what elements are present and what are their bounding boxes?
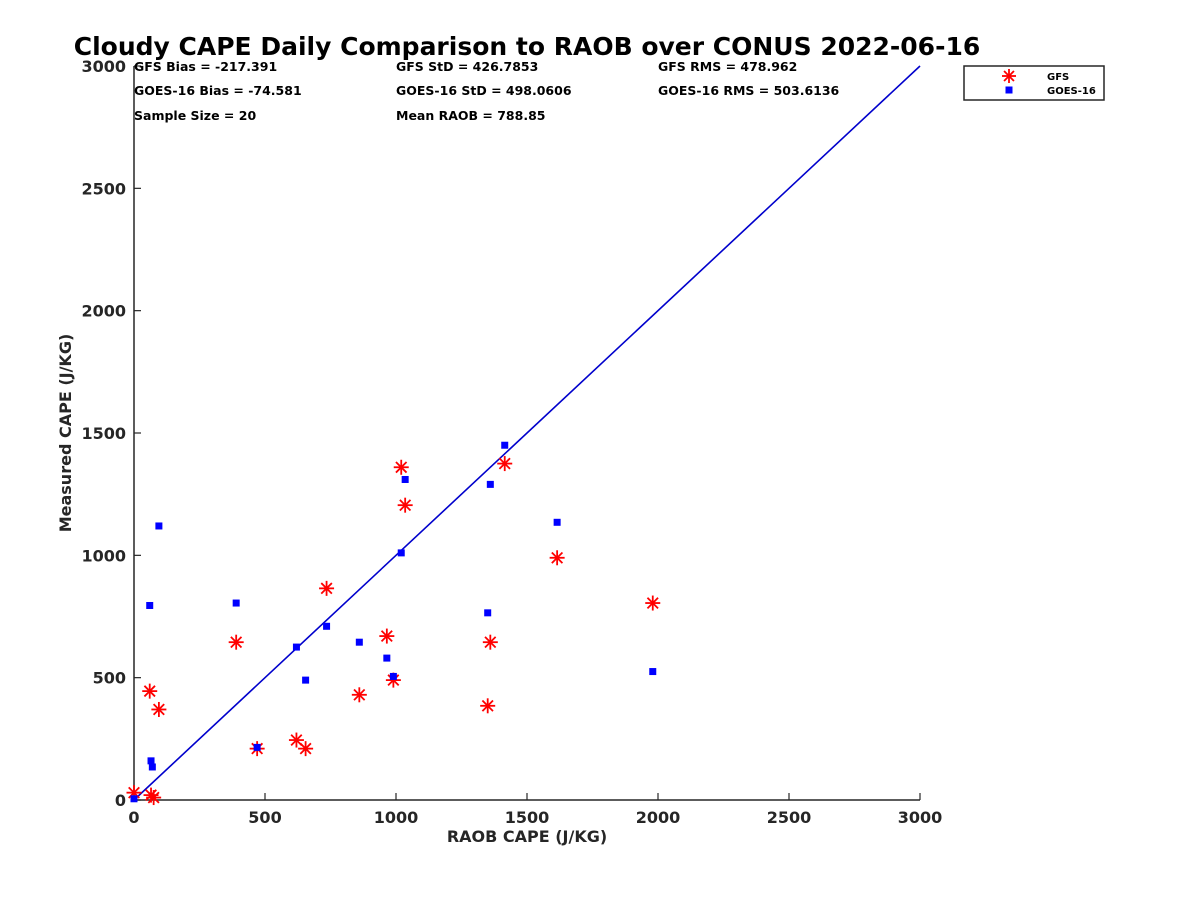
x-tick-label: 500 <box>248 808 281 827</box>
gfs-point <box>397 497 413 513</box>
stats-annotations: GFS Bias = -217.391 GFS StD = 426.7853 GFS… <box>134 59 840 123</box>
stat-text: GFS RMS = 478.962 <box>658 59 797 74</box>
stat-text: GOES-16 Bias = -74.581 <box>134 83 302 98</box>
goes16-point <box>292 643 300 651</box>
goes16-point <box>486 480 494 488</box>
gfs-point <box>142 683 158 699</box>
stat-text: GOES-16 StD = 498.0606 <box>396 83 572 98</box>
stat-text: GFS Bias = -217.391 <box>134 59 277 74</box>
goes16-point <box>302 676 310 684</box>
legend-goes16-marker <box>1005 86 1013 94</box>
gfs-point <box>379 628 395 644</box>
goes16-point <box>146 601 154 609</box>
gfs-point <box>393 459 409 475</box>
legend-box <box>963 65 1105 101</box>
y-axis-label: Measured CAPE (J/KG) <box>56 334 75 533</box>
y-tick-label: 1000 <box>81 546 126 565</box>
series-gfs <box>126 456 661 806</box>
stat-text: Mean RAOB = 788.85 <box>396 108 545 123</box>
one-to-one-line <box>133 65 921 801</box>
gfs-point <box>228 634 244 650</box>
goes16-point <box>147 757 155 765</box>
gfs-point <box>482 634 498 650</box>
goes16-point <box>355 638 363 646</box>
reference-line-group <box>133 65 921 801</box>
stat-text: Sample Size = 20 <box>134 108 256 123</box>
x-tick-label: 3000 <box>898 808 943 827</box>
x-tick-label: 0 <box>128 808 139 827</box>
stat-text: GOES-16 RMS = 503.6136 <box>658 83 840 98</box>
legend-entry-label: GFS <box>1047 72 1069 83</box>
goes16-point <box>553 518 561 526</box>
goes16-point <box>232 599 240 607</box>
goes16-point <box>130 795 138 803</box>
x-tick-label: 2500 <box>767 808 812 827</box>
x-tick-label: 1000 <box>374 808 419 827</box>
goes16-point <box>484 609 492 617</box>
gfs-point <box>351 687 367 703</box>
gfs-point <box>480 698 496 714</box>
gfs-point <box>298 741 314 757</box>
gfs-point <box>319 580 335 596</box>
y-tick-label: 500 <box>93 669 126 688</box>
goes16-point <box>389 672 397 680</box>
goes16-point <box>323 622 331 630</box>
x-axis-label: RAOB CAPE (J/KG) <box>447 827 607 846</box>
stat-text: GFS StD = 426.7853 <box>396 59 538 74</box>
y-tick-label: 2500 <box>81 179 126 198</box>
goes16-point <box>401 475 409 483</box>
gfs-point <box>645 595 661 611</box>
goes16-point <box>155 522 163 530</box>
series-goes-16 <box>130 441 657 803</box>
y-tick-label: 1500 <box>81 424 126 443</box>
gfs-point <box>288 732 304 748</box>
x-tick-label: 1500 <box>505 808 550 827</box>
axes: 0 500 1000 1500 2000 2500 3000 0 500 1000 1500 2000… <box>81 57 942 827</box>
goes16-point <box>649 668 657 676</box>
x-tick-label: 2000 <box>636 808 681 827</box>
gfs-point <box>549 550 565 566</box>
goes16-point <box>383 654 391 662</box>
gfs-point <box>497 456 513 472</box>
legend-entry-label: GOES-16 <box>1047 86 1096 97</box>
y-tick-label: 2000 <box>81 302 126 321</box>
data-points <box>126 441 661 806</box>
goes16-point <box>148 763 156 771</box>
goes16-point <box>397 549 405 557</box>
gfs-point <box>151 701 167 717</box>
goes16-point <box>501 441 509 449</box>
legend-gfs-marker <box>1002 69 1016 83</box>
chart-title: Cloudy CAPE Daily Comparison to RAOB ove… <box>74 32 980 61</box>
gfs-point <box>146 790 162 806</box>
y-tick-label: 0 <box>115 791 126 810</box>
y-tick-label: 3000 <box>81 57 126 76</box>
legend: GFS GOES-16 <box>963 65 1105 101</box>
goes16-point <box>253 743 261 751</box>
